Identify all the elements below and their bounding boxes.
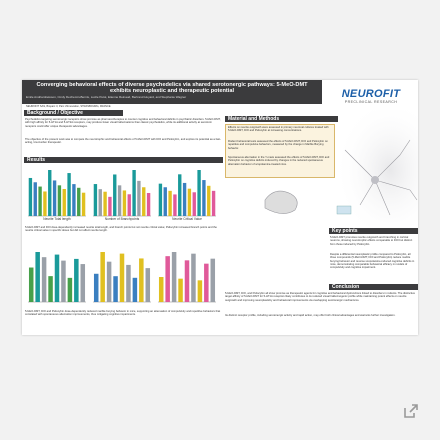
section-heading: Results [24, 157, 223, 163]
section-heading: Material and Methods [225, 116, 338, 122]
bar [171, 252, 177, 302]
chart-title: Number of Branchpoints [105, 217, 140, 221]
header: Converging behavioral effects of diverse… [22, 80, 322, 104]
bar [54, 254, 60, 302]
section-heading: Conclusion [329, 284, 418, 290]
bar [184, 260, 190, 302]
bar [48, 170, 52, 216]
bar [67, 277, 73, 302]
poster: Converging behavioral effects of diverse… [22, 80, 418, 335]
bar [48, 276, 53, 302]
bar [103, 191, 107, 216]
logo-name: NEUROFIT [341, 88, 401, 100]
bar [100, 252, 105, 302]
bar [192, 192, 196, 216]
bar [93, 273, 99, 302]
bar [137, 180, 141, 216]
paragraph: Effects on neurite outgrowth were assess… [228, 126, 329, 133]
authors: Emile Andriambeloson, Cindy Dechemin-Ber… [26, 94, 187, 99]
paragraph: 5-MeO-DMT promotes neurite outgrowth and… [330, 236, 413, 246]
bar [197, 280, 203, 302]
bar [163, 187, 167, 216]
bar [122, 190, 127, 216]
bar [191, 253, 196, 302]
bar [98, 189, 102, 216]
bar [72, 184, 76, 216]
bar [187, 188, 192, 216]
bar [93, 184, 98, 216]
bar [61, 260, 66, 302]
bar [204, 263, 209, 302]
title: Converging behavioral effects of diverse… [36, 82, 308, 95]
affiliation: NEUROFIT SAS, Bioparc 3, Parc d'Innovati… [26, 105, 111, 108]
bar [178, 174, 182, 216]
paragraph: Rodent behavioral tests assessed the eff… [228, 140, 328, 150]
paragraph: 5-MeO-DMT, DOI, and Psilocybin all show … [225, 292, 415, 302]
bar [173, 194, 177, 216]
bar [74, 258, 79, 302]
bar [158, 183, 163, 216]
bar [52, 180, 57, 216]
bar [158, 277, 164, 302]
illustration [264, 110, 418, 230]
bar [41, 257, 47, 302]
bar [119, 253, 125, 302]
section-heading: Background / Objective [24, 110, 123, 116]
bar [38, 186, 42, 216]
logo-tagline: PRECLINICAL RESEARCH [344, 100, 398, 104]
bar [28, 177, 33, 216]
external-link-icon[interactable] [403, 403, 419, 419]
bar [132, 170, 136, 216]
bar [165, 256, 170, 302]
bar [146, 193, 151, 216]
bar [207, 185, 211, 216]
bar [139, 258, 144, 302]
bar [80, 264, 86, 302]
bar [117, 185, 122, 216]
bar [77, 187, 81, 216]
bar [126, 264, 131, 302]
paragraph: Spontaneous alternation in the Y-maze as… [228, 156, 330, 166]
bar [210, 258, 216, 302]
bar [145, 268, 151, 302]
results-charts: Neurite Total length Number of Branchpoin… [28, 170, 216, 303]
bar [142, 187, 146, 216]
bar [28, 267, 34, 302]
paragraph: 5-MeO-DMT and DOI dose-dependently incre… [25, 226, 217, 233]
bar [182, 182, 187, 216]
bar [57, 185, 62, 216]
paragraph: Despite a differential neuroplastic prof… [330, 253, 415, 270]
bar [202, 180, 206, 216]
bar [197, 170, 201, 216]
paragraph: The objective of the present work was to… [25, 138, 221, 145]
paragraph: Its distinct receptor profile, including… [225, 314, 396, 317]
bar [35, 252, 40, 302]
bar [106, 261, 112, 302]
paragraph: Psychedelics targeting serotonergic rece… [25, 118, 221, 128]
chart-title: Neurite Total length [43, 217, 71, 221]
bar [62, 189, 66, 216]
bar [127, 194, 131, 216]
bar [132, 277, 138, 302]
bar [33, 182, 37, 216]
logo: NEUROFIT PRECLINICAL RESEARCH [328, 88, 414, 104]
section-heading: Key points [329, 228, 418, 234]
bar [178, 278, 183, 302]
chart-title: Neurite Critical Value [172, 217, 202, 221]
bar [43, 191, 47, 216]
bar [108, 196, 112, 216]
bar [113, 276, 118, 302]
bar [168, 190, 172, 216]
paragraph: 5-MeO-DMT, DOI and Psilocybin dose-depen… [25, 310, 221, 317]
bar [67, 173, 71, 216]
bar [113, 174, 117, 216]
bar [211, 190, 216, 216]
bar [81, 192, 86, 216]
